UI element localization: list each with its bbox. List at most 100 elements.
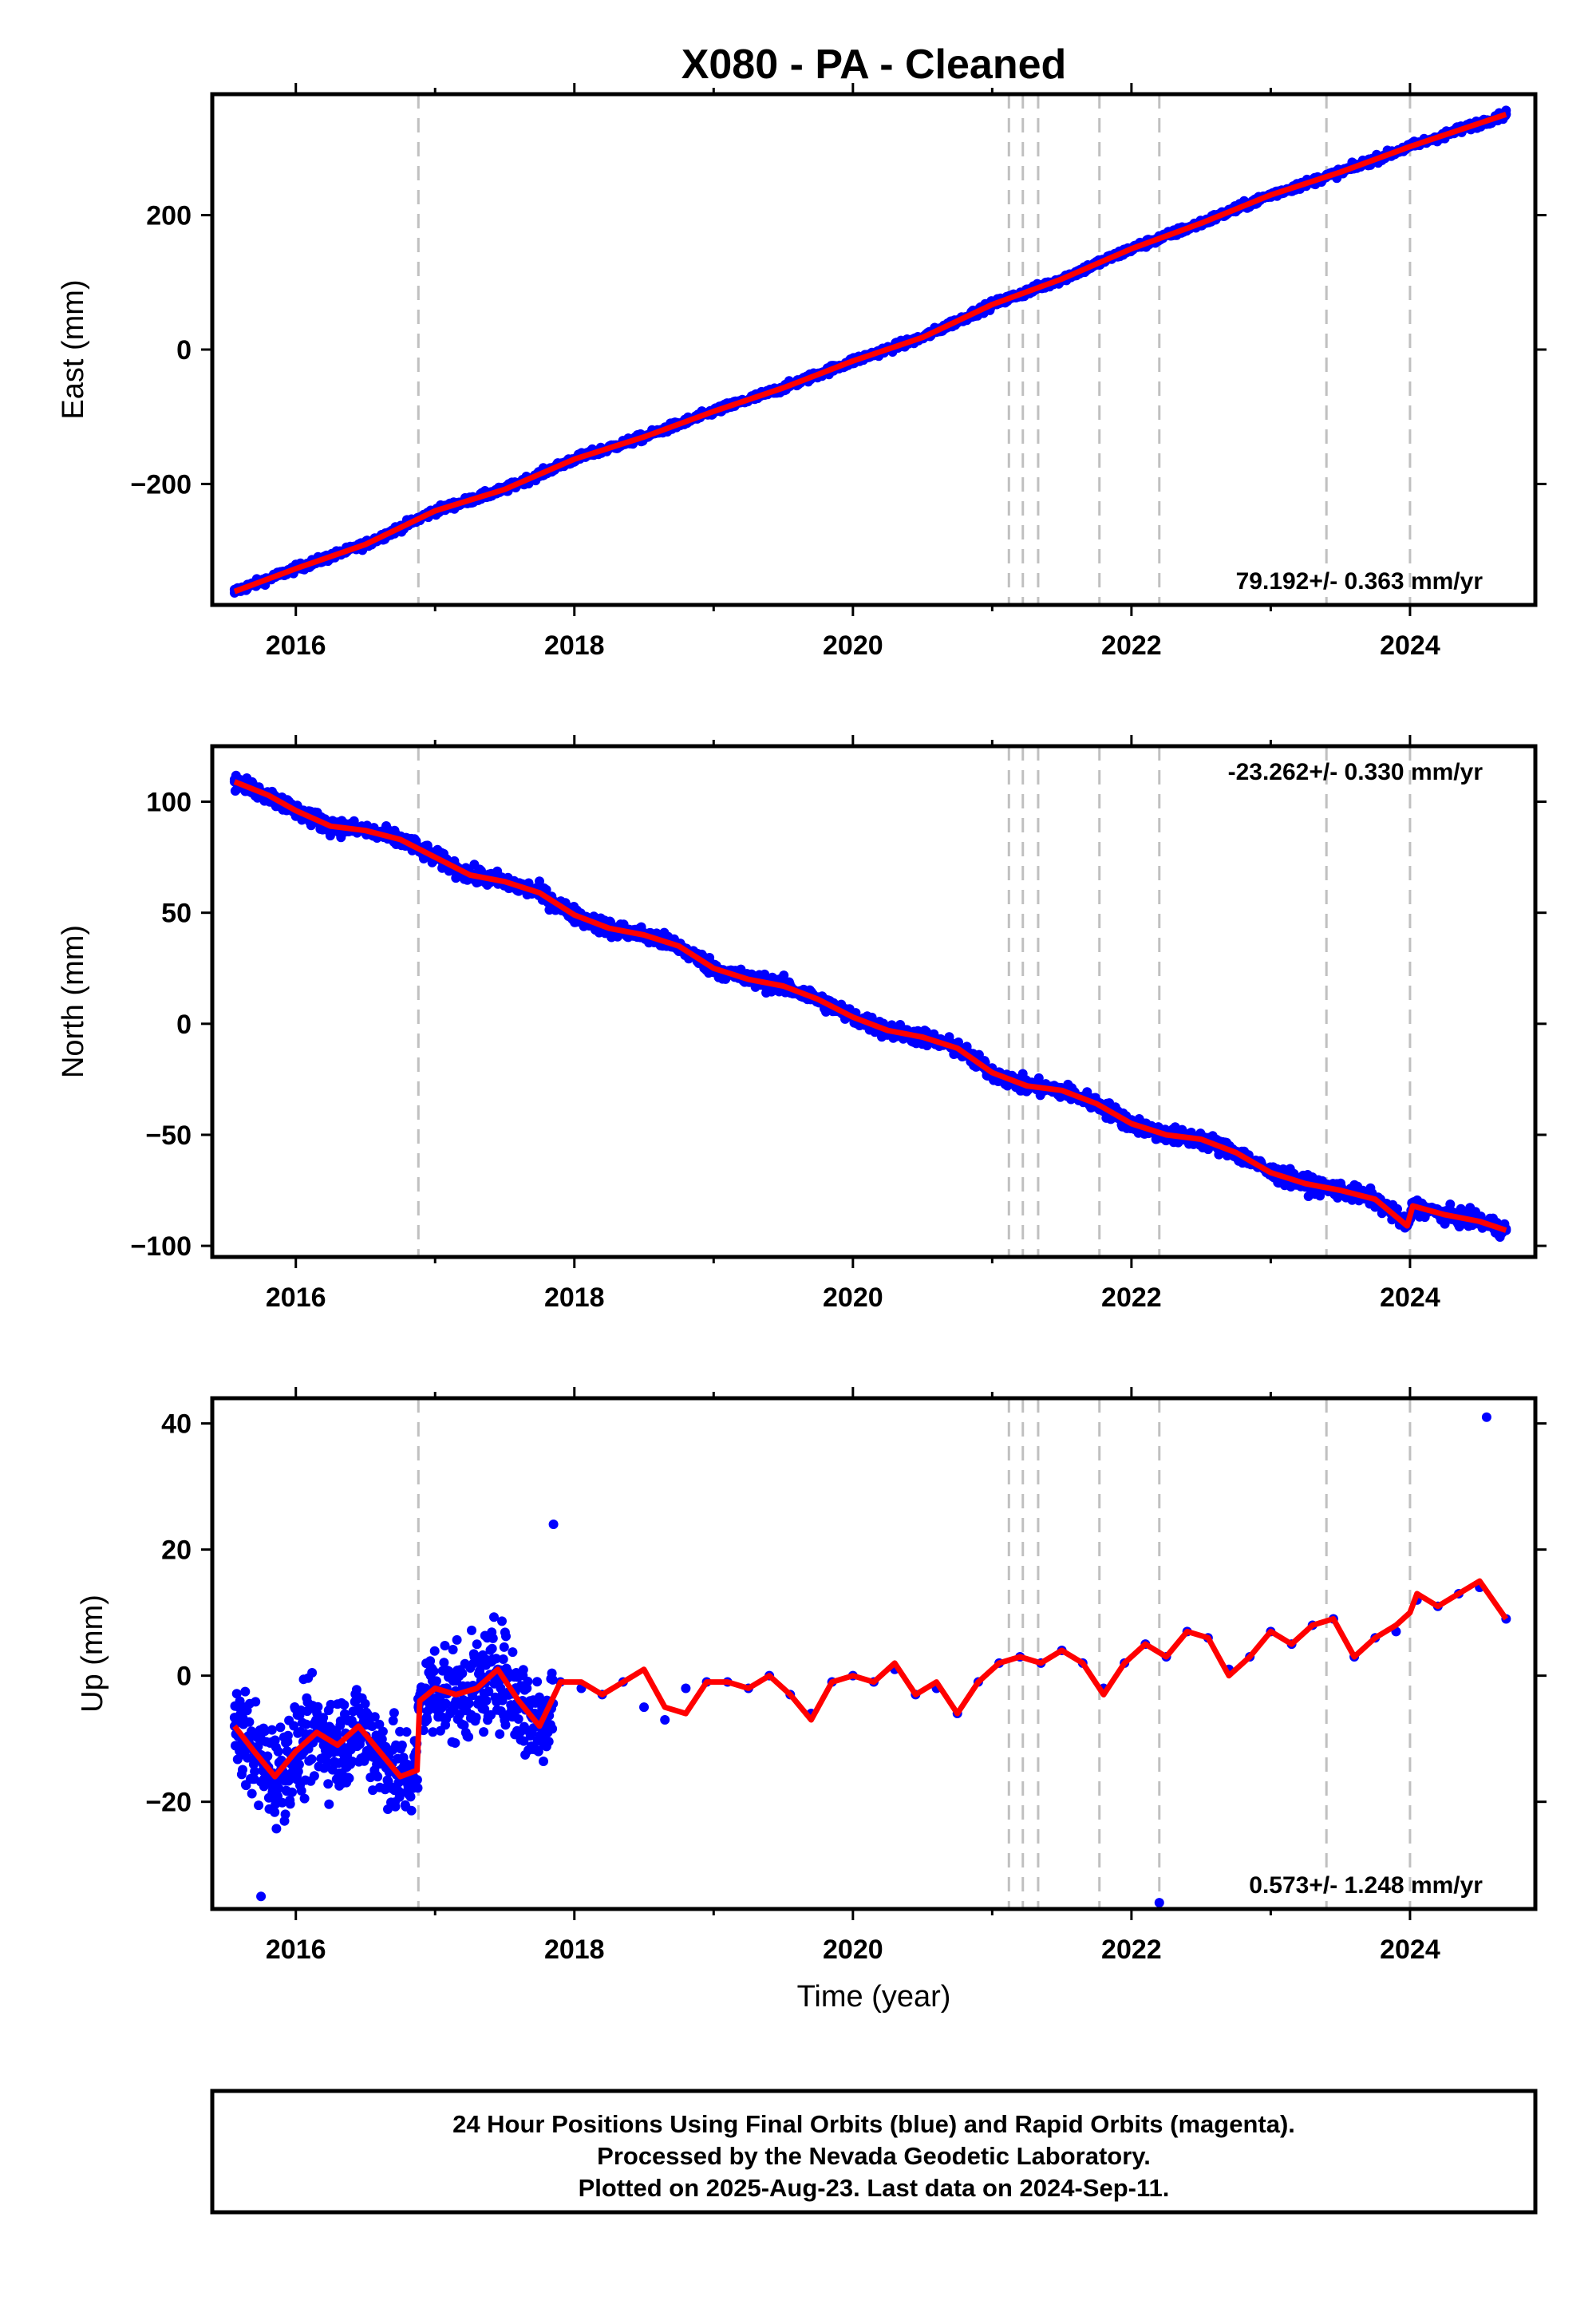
rate-annotation: -23.262+/- 0.330 mm/yr (1228, 759, 1483, 785)
y-tick-label: −20 (145, 1788, 192, 1818)
x-tick-label: 2020 (823, 1282, 883, 1313)
y-axis-label: East (mm) (57, 279, 90, 419)
data-point (413, 1783, 423, 1793)
data-point (539, 1757, 548, 1766)
y-tick-label: −200 (130, 469, 192, 500)
data-point (450, 1738, 460, 1748)
data-point (332, 1731, 342, 1741)
data-point (377, 1726, 388, 1737)
data-point (535, 876, 544, 887)
x-tick-label: 2022 (1101, 630, 1162, 661)
data-point (240, 1686, 251, 1697)
data-point (327, 1765, 338, 1775)
x-tick-label: 2020 (823, 1935, 883, 1965)
y-tick-label: 100 (146, 788, 192, 818)
data-point (1445, 1199, 1456, 1209)
data-point (489, 1612, 499, 1622)
data-point (519, 1736, 529, 1746)
fit-line (232, 1578, 1509, 1780)
data-point (425, 1656, 436, 1666)
data-point (500, 1720, 511, 1730)
data-point (335, 1716, 346, 1726)
data-point (431, 1676, 441, 1686)
data-point (451, 1696, 461, 1706)
y-tick-label: −100 (130, 1231, 192, 1262)
data-point (405, 1792, 416, 1802)
data-point (681, 1683, 691, 1694)
x-tick-label: 2016 (266, 630, 326, 661)
rate-annotation: 0.573+/- 1.248 mm/yr (1249, 1872, 1483, 1899)
data-point (374, 1759, 385, 1769)
data-point (532, 1677, 543, 1687)
fit-line (233, 111, 1507, 595)
data-point (250, 1766, 260, 1777)
data-point (271, 1824, 282, 1834)
data-point (547, 1674, 558, 1685)
y-tick-label: 40 (161, 1409, 192, 1440)
data-point (318, 1713, 329, 1723)
data-point (406, 1805, 417, 1816)
data-point (244, 1717, 255, 1727)
data-point (388, 1716, 398, 1725)
data-point (497, 1616, 507, 1626)
point-cloud (229, 1412, 1511, 1908)
x-tick-label: 2020 (823, 630, 883, 661)
data-point (491, 1654, 501, 1664)
plot-frame (210, 1396, 1538, 1911)
data-point (499, 1642, 509, 1652)
data-point (282, 1730, 293, 1741)
data-point (344, 1773, 354, 1784)
data-point (307, 1668, 318, 1678)
data-point (1154, 1898, 1164, 1908)
data-point (339, 1700, 350, 1710)
up-panel: 2016 2018 2020 2022 2024 −20 0 20 40 Up (mm) 0.573… (76, 1387, 1547, 2014)
data-point (464, 1698, 474, 1709)
point-cloud (229, 770, 1511, 1242)
data-point (243, 1753, 253, 1763)
data-point (429, 1666, 439, 1677)
data-point (412, 1775, 422, 1785)
data-point (401, 1727, 412, 1737)
data-point (497, 1695, 508, 1705)
data-point (301, 1719, 311, 1729)
data-point (360, 1698, 370, 1709)
data-point (270, 1735, 280, 1745)
data-point (488, 1633, 498, 1643)
data-point (501, 1631, 511, 1642)
data-point (533, 1746, 543, 1757)
data-point (313, 1701, 323, 1712)
plot-frame (210, 744, 1538, 1259)
y-tick-label: 0 (176, 1010, 192, 1040)
data-point (397, 1740, 407, 1750)
data-point (280, 1809, 290, 1820)
data-point (513, 1714, 523, 1724)
x-tick-label: 2022 (1101, 1935, 1162, 1965)
data-point (440, 1698, 451, 1709)
data-point (390, 1801, 401, 1812)
data-point (471, 1713, 481, 1723)
data-point (277, 1797, 287, 1808)
data-point (273, 1746, 283, 1757)
data-point (377, 1734, 387, 1745)
data-point (324, 1799, 334, 1809)
data-point (289, 1721, 299, 1731)
data-point (309, 1771, 319, 1781)
data-point (547, 1724, 558, 1734)
y-tick-label: 50 (161, 899, 192, 929)
data-point (1033, 1073, 1044, 1083)
data-point (484, 1686, 494, 1697)
data-point (480, 1704, 490, 1714)
data-point (498, 1654, 508, 1664)
data-point (254, 1800, 264, 1811)
x-tick-label: 2024 (1380, 630, 1440, 661)
data-point (231, 1689, 242, 1699)
data-point (429, 1646, 440, 1656)
data-point (238, 1765, 247, 1775)
data-point (259, 1726, 270, 1737)
data-point (296, 1785, 306, 1796)
x-tick-label: 2018 (544, 1282, 605, 1313)
data-point (779, 970, 789, 981)
data-point (270, 1807, 280, 1817)
data-point (459, 1720, 469, 1730)
